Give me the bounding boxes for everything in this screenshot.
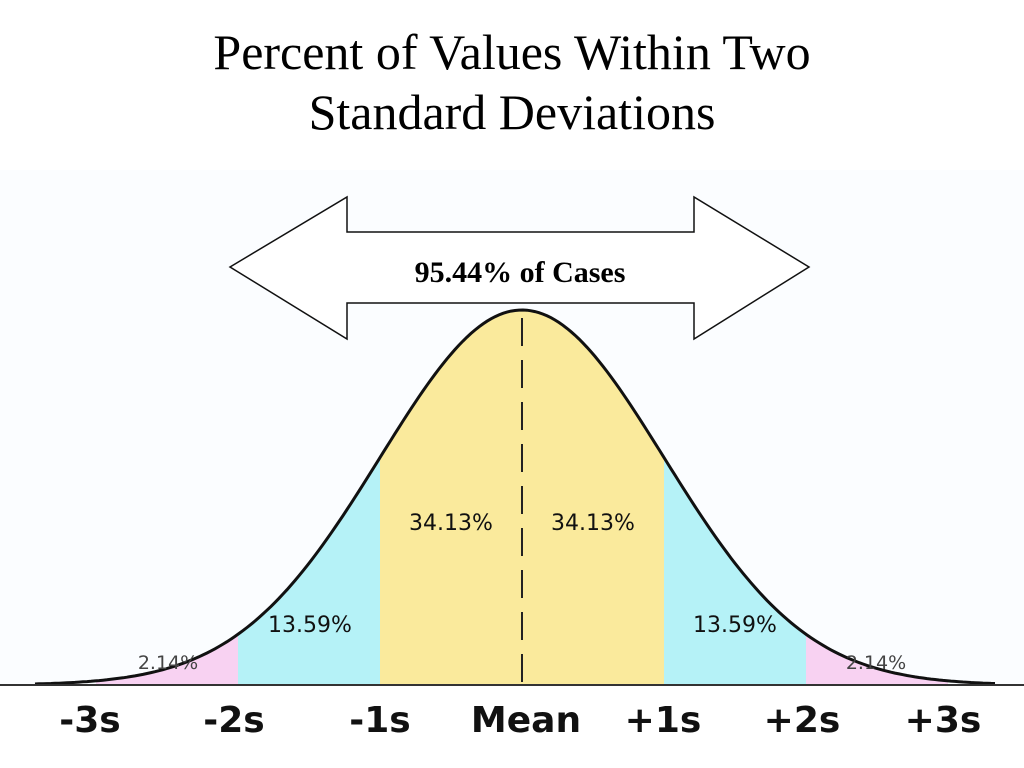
region-label-left-middle: 13.59%: [268, 613, 352, 638]
axis-label-minus-3s: -3s: [59, 700, 120, 741]
axis-label-plus-3s: +3s: [905, 700, 982, 741]
title-line-1: Percent of Values Within Two: [213, 24, 811, 80]
region-label-left-center: 34.13%: [409, 511, 493, 536]
axis-label-plus-1s: +1s: [625, 700, 702, 741]
double-arrow: [228, 195, 811, 341]
region-label-right-middle: 13.59%: [693, 613, 777, 638]
axis-label-plus-2s: +2s: [764, 700, 841, 741]
curve-region-5: [806, 634, 948, 685]
axis-label-minus-1s: -1s: [349, 700, 410, 741]
axis-label-mean: Mean: [471, 700, 581, 741]
arrow-label: 95.44% of Cases: [415, 256, 626, 289]
bell-curve: [34, 308, 996, 686]
region-label-left-tail: 2.14%: [138, 652, 198, 674]
region-label-right-tail: 2.14%: [846, 652, 906, 674]
curve-region-0: [96, 634, 238, 685]
page-title: Percent of Values Within Two Standard De…: [0, 22, 1024, 142]
title-line-2: Standard Deviations: [308, 84, 716, 140]
region-label-right-center: 34.13%: [551, 511, 635, 536]
axis-label-minus-2s: -2s: [203, 700, 264, 741]
